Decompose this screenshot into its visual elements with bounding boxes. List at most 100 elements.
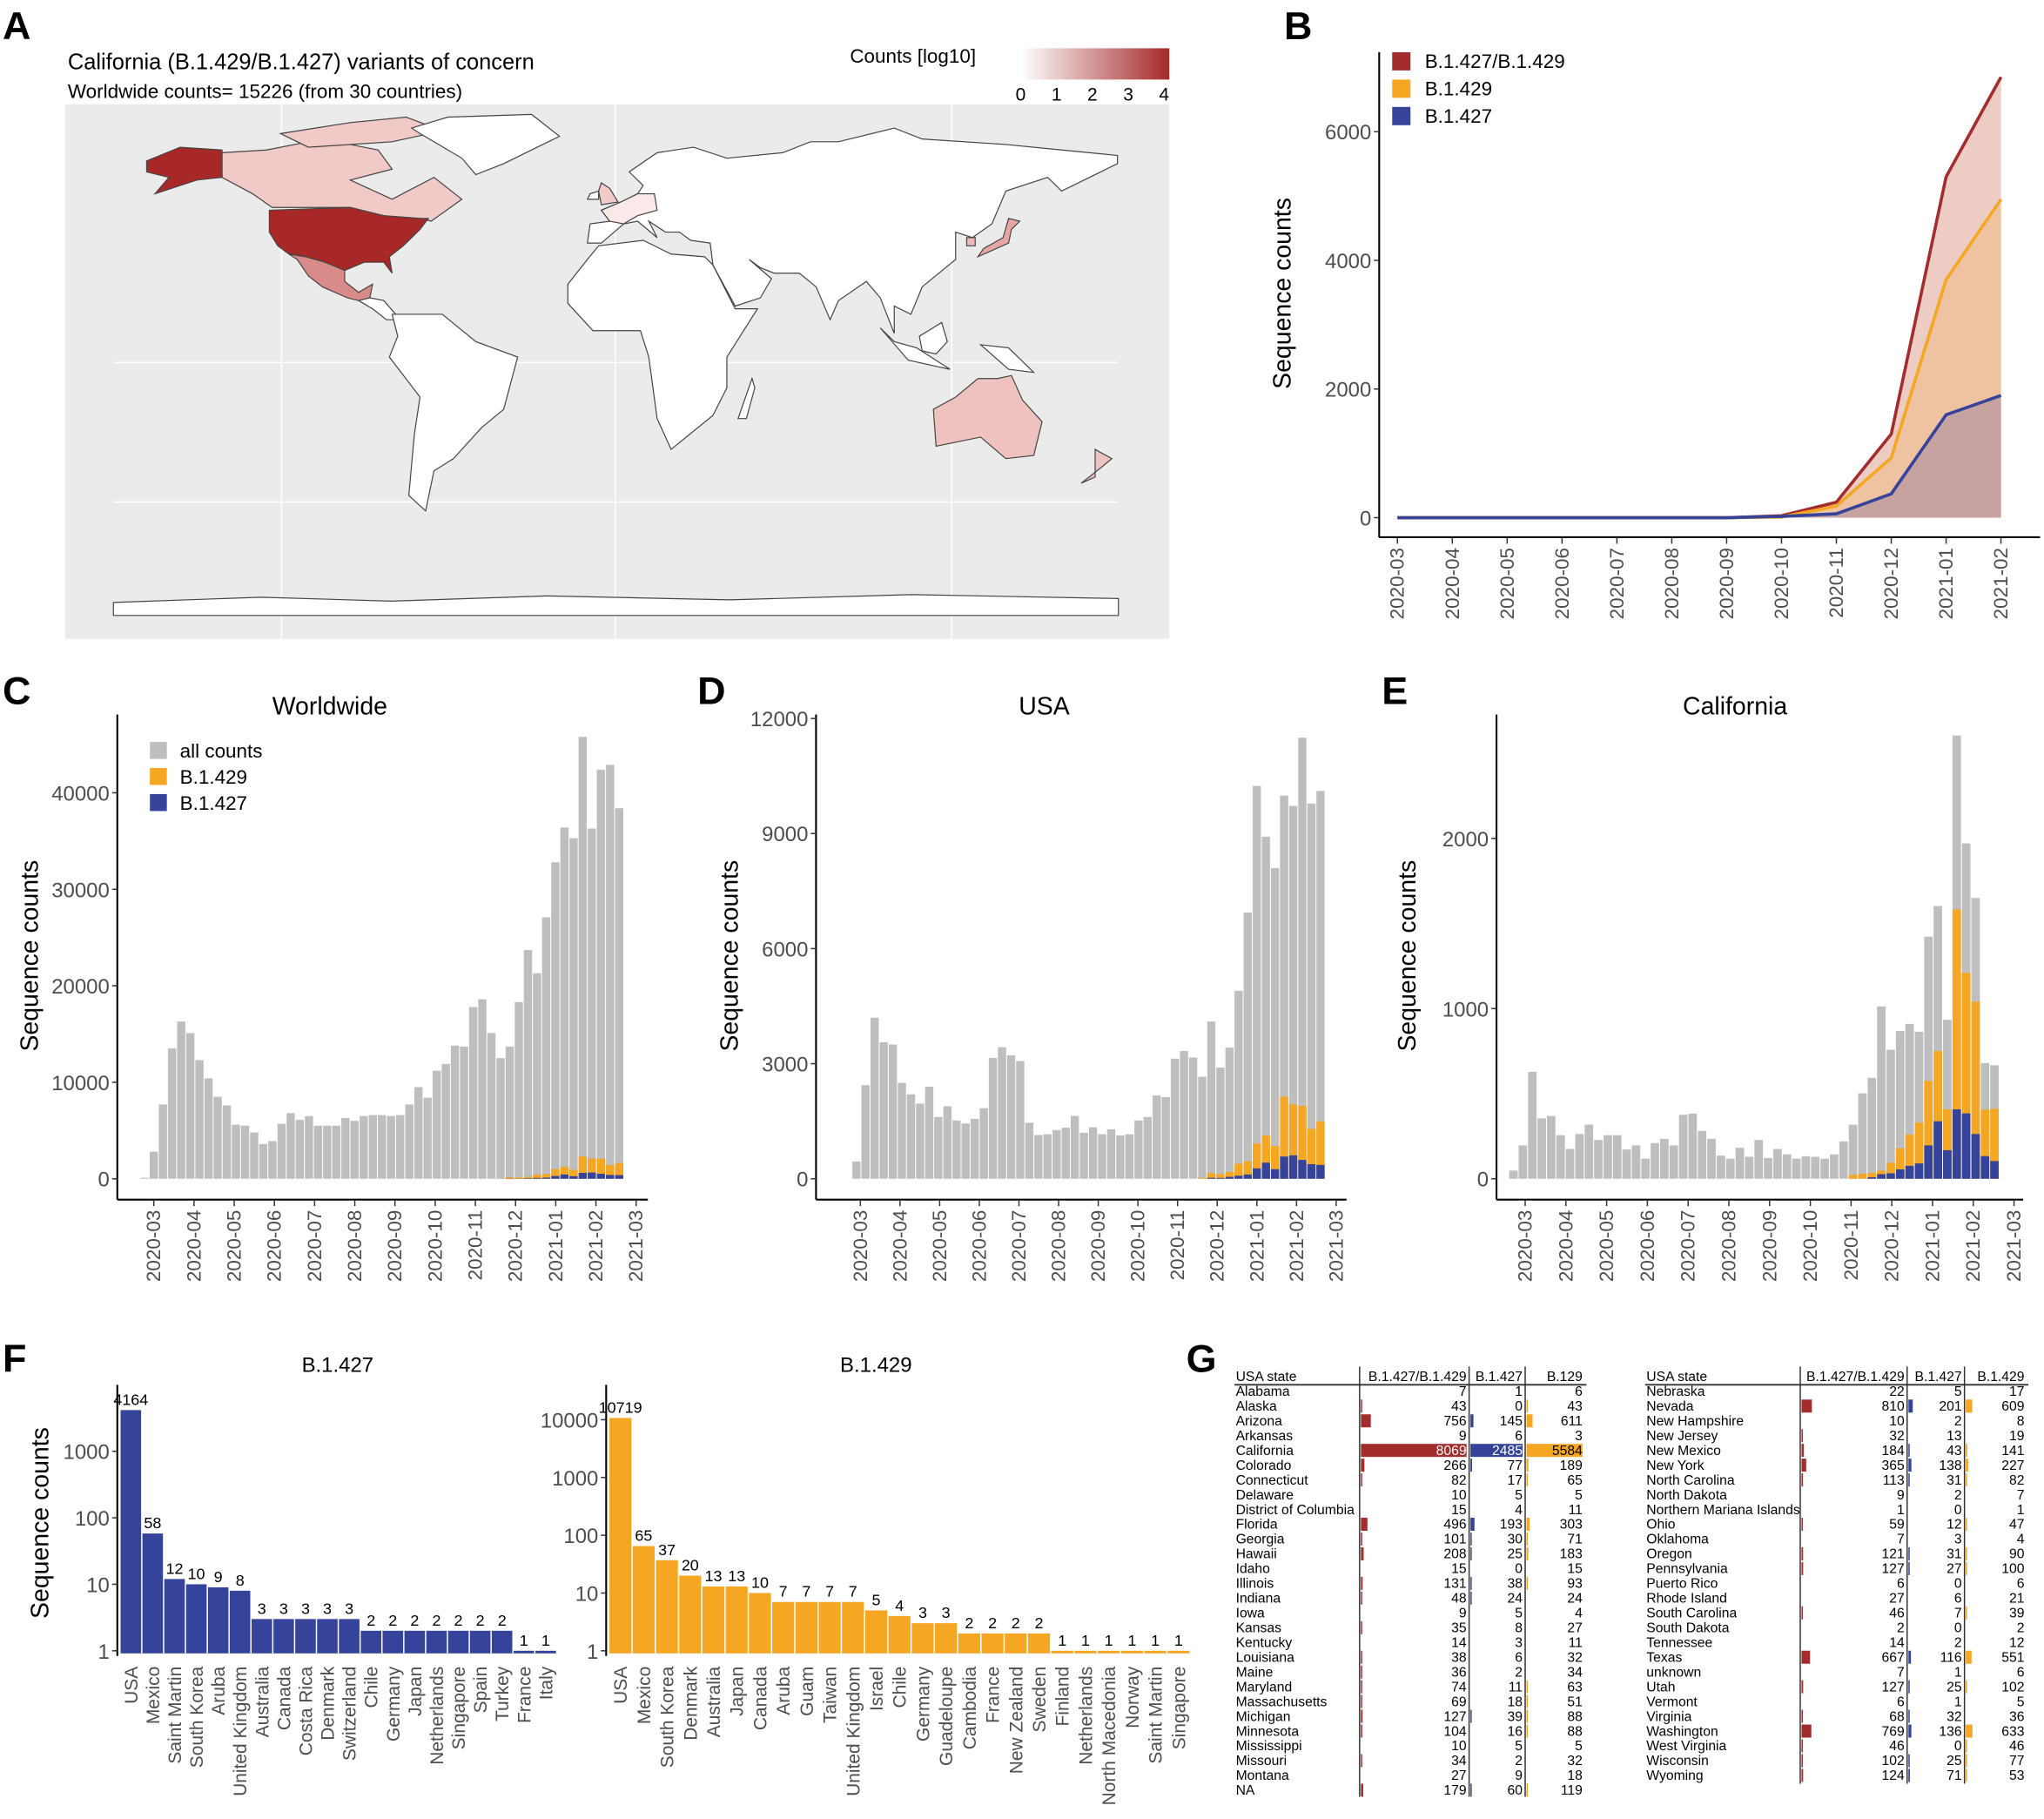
cell-value: 179 — [1443, 1783, 1466, 1798]
cell-value: 4 — [1515, 1503, 1523, 1518]
cell-value: 6 — [2017, 1577, 2025, 1592]
y-tick-label: 1000 — [64, 1441, 110, 1465]
cell-value: 18 — [1508, 1694, 1523, 1709]
bar-b1429 — [588, 1158, 596, 1179]
table-bar — [1801, 1754, 1803, 1768]
bar-all-counts — [158, 1104, 167, 1179]
bar-all-counts — [1043, 1134, 1052, 1179]
y-axis-label: Sequence counts — [1394, 860, 1422, 1052]
bar-value-label: 3 — [301, 1600, 310, 1617]
legend-swatch — [1392, 79, 1411, 98]
table-bar — [1801, 1561, 1804, 1575]
y-tick-label: 3000 — [762, 1054, 808, 1077]
bar-value-label: 58 — [144, 1514, 161, 1532]
bar-all-counts — [295, 1120, 305, 1179]
legend-swatch — [150, 768, 167, 785]
country-sumatra-java — [879, 327, 951, 370]
bar-Canada — [273, 1619, 294, 1654]
bar-Spain — [469, 1630, 491, 1654]
chart-title: Worldwide — [272, 693, 387, 721]
table-bar — [1470, 1576, 1472, 1590]
y-tick-label: 0 — [1477, 1169, 1489, 1192]
bar-Canada — [749, 1593, 771, 1654]
y-tick-label: 2000 — [1442, 828, 1489, 852]
map-title: California (B.1.429/B.1.427) variants of… — [68, 50, 535, 74]
panel-c-x-tick-label: 2020-05 — [224, 1210, 245, 1282]
bar-all-counts — [1061, 1128, 1070, 1179]
bar-Singapore — [1167, 1650, 1190, 1654]
country-western-europe — [600, 192, 658, 225]
table-header: USA state — [1646, 1370, 1707, 1384]
table-bar — [1966, 1459, 1968, 1472]
table-bar — [1361, 1414, 1371, 1428]
bar-all-counts — [998, 1047, 1006, 1179]
state-name: Michigan — [1236, 1709, 1291, 1724]
bar-all-counts — [232, 1124, 240, 1179]
bar-b1427 — [1924, 1145, 1933, 1179]
country-mexico — [288, 253, 373, 301]
cell-value: 24 — [1508, 1592, 1523, 1607]
cell-value: 15 — [1567, 1562, 1583, 1577]
bar-b1429 — [1316, 1121, 1325, 1179]
country-madagascar — [737, 376, 756, 420]
cell-value: 10 — [1451, 1488, 1467, 1503]
bar-Taiwan — [818, 1601, 841, 1654]
bar-value-label: 7 — [825, 1583, 834, 1600]
bar-all-counts — [395, 1115, 405, 1179]
bar-France — [981, 1633, 1004, 1654]
cell-value: 27 — [1947, 1562, 1961, 1577]
y-tick-label: 10 — [575, 1582, 599, 1606]
bar-all-counts — [1943, 1020, 1952, 1179]
cell-value: 6 — [1575, 1384, 1583, 1399]
bar-value-label: 13 — [705, 1567, 723, 1585]
bar-value-label: 7 — [849, 1583, 857, 1600]
bar-b1429 — [596, 1158, 606, 1179]
table-bar — [1801, 1444, 1805, 1458]
state-name: NA — [1236, 1783, 1255, 1798]
table-bar — [1908, 1724, 1912, 1738]
panel-b-x-tick-label: 2020-07 — [1606, 548, 1628, 619]
bar-b1429 — [1952, 909, 1961, 1179]
bar-all-counts — [1243, 913, 1252, 1179]
table-bar — [1526, 1444, 1583, 1458]
panel-b-x-tick-label: 2020-10 — [1771, 548, 1792, 619]
panel-d-x-tick-label: 2020-11 — [1167, 1210, 1188, 1281]
bar-value-label: 8 — [236, 1572, 245, 1589]
bar-Mexico — [632, 1546, 655, 1654]
cell-value: 5 — [1515, 1607, 1523, 1621]
country-label: Canada — [750, 1666, 770, 1730]
bar-b1427 — [1207, 1177, 1216, 1179]
bar-b1427 — [1270, 1169, 1280, 1179]
bar-b1427 — [569, 1176, 578, 1179]
table-bar — [1908, 1561, 1910, 1575]
bar-Germany — [911, 1623, 934, 1654]
bar-value-label: 4 — [895, 1597, 904, 1614]
cell-value: 17 — [2009, 1384, 2024, 1399]
bar-all-counts — [588, 828, 596, 1179]
bar-b1429 — [1307, 1128, 1316, 1179]
state-name: New Hampshire — [1646, 1414, 1744, 1429]
cell-value: 551 — [2001, 1650, 2024, 1665]
country-label: Taiwan — [821, 1667, 841, 1723]
panel-b-x-tick-label: 2020-11 — [1825, 548, 1847, 618]
bar-b1429 — [1288, 1104, 1298, 1179]
table-bar — [1526, 1414, 1533, 1428]
state-name: Minnesota — [1236, 1724, 1300, 1739]
legend-swatch — [150, 793, 167, 812]
panel-b-x-tick-label: 2020-04 — [1442, 548, 1463, 619]
cell-value: 43 — [1947, 1444, 1962, 1459]
country-label: Sweden — [1030, 1667, 1050, 1733]
cell-value: 0 — [1954, 1577, 1962, 1592]
bar-b1427 — [606, 1175, 615, 1179]
cell-value: 38 — [1451, 1650, 1467, 1665]
bar-all-counts — [423, 1097, 432, 1179]
cell-value: 810 — [1882, 1399, 1905, 1414]
country-label: North Macedonia — [1099, 1666, 1119, 1805]
panel-b-x-tick-label: 2020-06 — [1551, 548, 1573, 619]
bar-all-counts — [167, 1048, 177, 1179]
bar-Guam — [795, 1601, 817, 1654]
country-label: Singapore — [1169, 1667, 1189, 1750]
bar-United Kingdom — [842, 1601, 864, 1654]
country-label: Cambodia — [960, 1666, 980, 1749]
bar-all-counts — [1034, 1135, 1043, 1179]
